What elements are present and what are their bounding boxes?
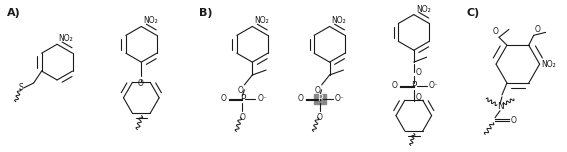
Text: O: O — [535, 25, 540, 34]
Text: O: O — [392, 81, 398, 90]
Text: O: O — [317, 113, 323, 122]
Text: B): B) — [199, 8, 212, 18]
Text: O: O — [315, 86, 321, 95]
Text: P: P — [411, 81, 417, 90]
Text: O: O — [416, 67, 422, 77]
Text: P: P — [317, 94, 323, 103]
Text: O: O — [298, 94, 304, 103]
Text: O⁻: O⁻ — [429, 81, 438, 90]
Text: NO₂: NO₂ — [541, 60, 556, 69]
Text: O: O — [221, 94, 227, 103]
Text: O: O — [238, 86, 243, 95]
Text: O⁻: O⁻ — [335, 94, 344, 103]
Text: O: O — [137, 79, 143, 88]
Text: N: N — [497, 102, 503, 111]
Text: NO₂: NO₂ — [143, 16, 158, 26]
Text: A): A) — [7, 8, 20, 18]
Text: S: S — [18, 83, 23, 92]
Text: NO₂: NO₂ — [58, 34, 73, 43]
Text: NO₂: NO₂ — [332, 16, 346, 26]
Text: NO₂: NO₂ — [416, 5, 430, 14]
Text: NO₂: NO₂ — [254, 16, 269, 26]
Bar — [314, 94, 325, 104]
Text: O: O — [492, 27, 498, 36]
Text: O: O — [239, 113, 246, 122]
Text: O: O — [416, 93, 422, 102]
Text: O⁻: O⁻ — [257, 94, 267, 103]
Text: C): C) — [466, 8, 480, 18]
Text: P: P — [240, 94, 245, 103]
Text: O: O — [511, 116, 517, 125]
